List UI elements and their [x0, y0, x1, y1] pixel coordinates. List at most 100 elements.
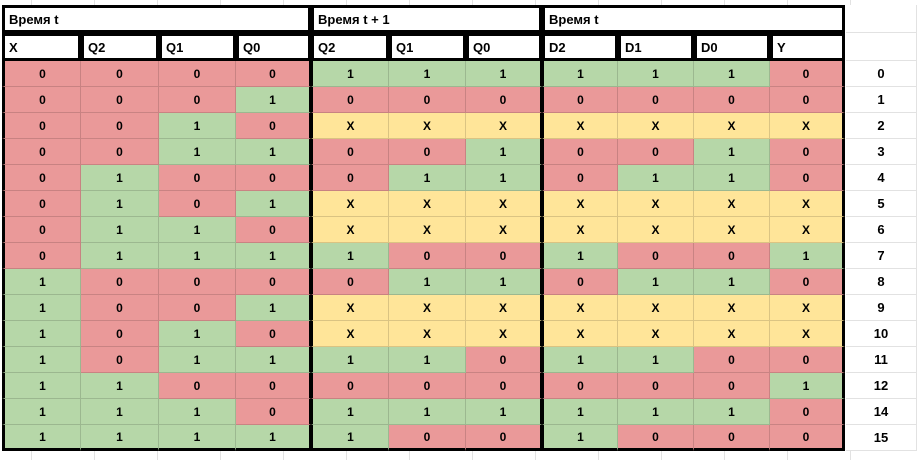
value-cell[interactable]: 1 [81, 373, 159, 399]
value-cell[interactable]: X [389, 191, 466, 217]
value-cell[interactable]: 0 [2, 191, 81, 217]
value-cell[interactable]: 1 [311, 243, 389, 269]
value-cell[interactable]: 0 [159, 373, 236, 399]
value-cell[interactable]: 0 [618, 243, 694, 269]
value-cell[interactable]: 1 [236, 295, 311, 321]
row-label[interactable]: 15 [846, 425, 916, 451]
value-cell[interactable]: 0 [159, 269, 236, 295]
value-cell[interactable]: 0 [770, 139, 845, 165]
row-label[interactable]: 3 [846, 139, 916, 165]
value-cell[interactable]: 1 [81, 243, 159, 269]
row-label[interactable]: 10 [846, 321, 916, 347]
value-cell[interactable]: 1 [694, 269, 770, 295]
value-cell[interactable]: 0 [81, 61, 159, 87]
value-cell[interactable]: 1 [236, 425, 311, 451]
value-cell[interactable]: X [770, 217, 845, 243]
value-cell[interactable]: X [618, 113, 694, 139]
value-cell[interactable]: 0 [694, 243, 770, 269]
group-header-cell[interactable]: Время t [542, 5, 845, 33]
value-cell[interactable]: 1 [236, 243, 311, 269]
value-cell[interactable]: X [389, 295, 466, 321]
value-cell[interactable]: 1 [159, 321, 236, 347]
value-cell[interactable]: 1 [542, 399, 618, 425]
value-cell[interactable]: 1 [81, 165, 159, 191]
row-label[interactable]: 1 [846, 87, 916, 113]
value-cell[interactable]: 1 [542, 347, 618, 373]
value-cell[interactable]: 0 [770, 61, 845, 87]
value-cell[interactable]: 1 [311, 399, 389, 425]
value-cell[interactable]: 0 [770, 269, 845, 295]
value-cell[interactable]: 0 [770, 87, 845, 113]
value-cell[interactable]: 0 [2, 165, 81, 191]
value-cell[interactable]: 1 [2, 373, 81, 399]
group-header-cell[interactable]: Время t + 1 [311, 5, 542, 33]
value-cell[interactable]: X [694, 191, 770, 217]
row-label[interactable]: 11 [846, 347, 916, 373]
value-cell[interactable]: X [694, 217, 770, 243]
value-cell[interactable]: 1 [466, 139, 542, 165]
value-cell[interactable]: 1 [81, 217, 159, 243]
value-cell[interactable]: 0 [770, 165, 845, 191]
row-label[interactable]: 6 [846, 217, 916, 243]
value-cell[interactable]: 1 [2, 425, 81, 451]
value-cell[interactable]: 0 [542, 269, 618, 295]
column-header-cell[interactable]: D2 [542, 33, 618, 61]
row-label[interactable]: 0 [846, 61, 916, 87]
row-label[interactable]: 14 [846, 399, 916, 425]
column-header-cell[interactable]: Q0 [236, 33, 311, 61]
value-cell[interactable]: 1 [389, 347, 466, 373]
value-cell[interactable]: 1 [770, 373, 845, 399]
value-cell[interactable]: 0 [542, 139, 618, 165]
value-cell[interactable]: 1 [159, 425, 236, 451]
value-cell[interactable]: 0 [389, 87, 466, 113]
column-header-cell[interactable]: Q1 [159, 33, 236, 61]
value-cell[interactable]: 0 [311, 165, 389, 191]
value-cell[interactable]: 0 [389, 243, 466, 269]
value-cell[interactable]: 1 [311, 61, 389, 87]
row-label[interactable]: 2 [846, 113, 916, 139]
value-cell[interactable]: 0 [2, 113, 81, 139]
value-cell[interactable]: X [770, 295, 845, 321]
row-label[interactable]: 7 [846, 243, 916, 269]
value-cell[interactable]: 1 [2, 269, 81, 295]
value-cell[interactable]: 1 [618, 61, 694, 87]
value-cell[interactable]: X [389, 321, 466, 347]
value-cell[interactable]: 0 [694, 373, 770, 399]
value-cell[interactable]: 0 [542, 87, 618, 113]
value-cell[interactable]: X [311, 295, 389, 321]
value-cell[interactable]: 0 [770, 399, 845, 425]
value-cell[interactable]: 0 [236, 373, 311, 399]
value-cell[interactable]: 0 [466, 425, 542, 451]
value-cell[interactable]: 0 [311, 87, 389, 113]
value-cell[interactable]: 0 [694, 347, 770, 373]
value-cell[interactable]: X [618, 217, 694, 243]
value-cell[interactable]: 0 [2, 217, 81, 243]
value-cell[interactable]: 0 [618, 373, 694, 399]
value-cell[interactable]: 1 [389, 399, 466, 425]
value-cell[interactable]: 0 [389, 139, 466, 165]
column-header-cell[interactable]: Y [770, 33, 845, 61]
value-cell[interactable]: 0 [311, 269, 389, 295]
value-cell[interactable]: 1 [311, 347, 389, 373]
value-cell[interactable]: 1 [770, 243, 845, 269]
value-cell[interactable]: 1 [159, 347, 236, 373]
column-header-cell[interactable]: Q1 [389, 33, 466, 61]
value-cell[interactable]: 0 [770, 425, 845, 451]
value-cell[interactable]: 0 [311, 139, 389, 165]
value-cell[interactable]: 1 [236, 347, 311, 373]
value-cell[interactable]: X [542, 113, 618, 139]
value-cell[interactable]: 0 [618, 139, 694, 165]
row-label[interactable]: 4 [846, 165, 916, 191]
value-cell[interactable]: 1 [389, 61, 466, 87]
value-cell[interactable]: 1 [694, 139, 770, 165]
value-cell[interactable]: 1 [466, 61, 542, 87]
value-cell[interactable]: 0 [694, 87, 770, 113]
value-cell[interactable]: X [542, 295, 618, 321]
value-cell[interactable]: 0 [542, 373, 618, 399]
value-cell[interactable]: 0 [389, 373, 466, 399]
value-cell[interactable]: X [542, 191, 618, 217]
value-cell[interactable]: X [618, 191, 694, 217]
value-cell[interactable]: X [694, 295, 770, 321]
value-cell[interactable]: X [389, 217, 466, 243]
value-cell[interactable]: 1 [81, 399, 159, 425]
